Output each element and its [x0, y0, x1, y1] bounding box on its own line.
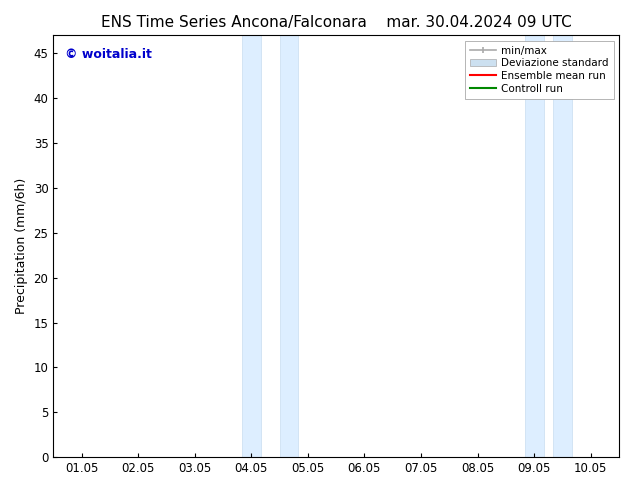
Bar	[242, 35, 261, 457]
Legend: min/max, Deviazione standard, Ensemble mean run, Controll run: min/max, Deviazione standard, Ensemble m…	[465, 41, 614, 99]
Title: ENS Time Series Ancona/Falconara    mar. 30.04.2024 09 UTC: ENS Time Series Ancona/Falconara mar. 30…	[101, 15, 571, 30]
Bar	[553, 35, 572, 457]
Y-axis label: Precipitation (mm/6h): Precipitation (mm/6h)	[15, 178, 28, 315]
Bar	[524, 35, 544, 457]
Bar	[280, 35, 298, 457]
Text: © woitalia.it: © woitalia.it	[65, 48, 152, 61]
